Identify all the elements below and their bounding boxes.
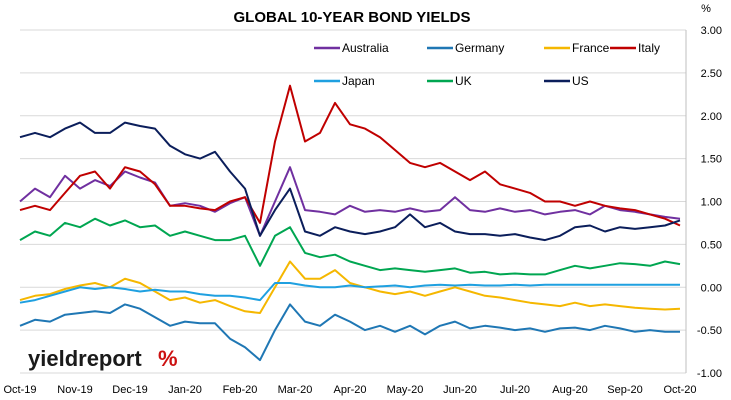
- legend-label-france: France: [572, 41, 610, 55]
- x-tick-label: Feb-20: [223, 384, 258, 396]
- logo-text: yieldreport: [28, 346, 142, 371]
- logo-percent: %: [158, 346, 178, 371]
- x-tick-label: Apr-20: [333, 384, 366, 396]
- x-tick-label: May-20: [387, 384, 424, 396]
- legend-label-italy: Italy: [638, 41, 660, 55]
- legend-label-us: US: [572, 74, 589, 88]
- y-tick-label: -1.00: [697, 368, 722, 380]
- x-tick-label: Aug-20: [552, 384, 587, 396]
- legend-label-australia: Australia: [342, 41, 389, 55]
- legend-label-japan: Japan: [342, 74, 375, 88]
- x-tick-label: Oct-19: [3, 384, 36, 396]
- x-tick-label: Jul-20: [500, 384, 530, 396]
- legend: Australia Germany France Italy Japan UK US: [314, 41, 660, 88]
- x-tick-label: Mar-20: [278, 384, 313, 396]
- series-lines: [19, 84, 681, 362]
- series-line-japan: [19, 282, 680, 304]
- x-tick-label: Oct-20: [663, 384, 696, 396]
- axes: 3.002.502.001.501.000.500.00-0.50-1.00Oc…: [3, 25, 722, 396]
- gridlines: [20, 29, 686, 374]
- legend-label-germany: Germany: [455, 41, 504, 55]
- x-tick-label: Dec-19: [112, 384, 147, 396]
- y-tick-label: 0.50: [701, 239, 722, 251]
- series-line-us: [19, 121, 681, 242]
- series-line-italy: [19, 84, 681, 227]
- y-tick-label: 2.50: [701, 68, 722, 80]
- series-line-australia: [19, 166, 681, 237]
- legend-label-uk: UK: [455, 74, 472, 88]
- y-tick-label: 0.00: [701, 282, 722, 294]
- series-line-uk: [19, 217, 681, 276]
- series-line-france: [19, 260, 681, 314]
- x-tick-label: Nov-19: [57, 384, 92, 396]
- y-tick-label: 3.00: [701, 25, 722, 37]
- x-tick-label: Sep-20: [607, 384, 642, 396]
- x-tick-label: Jan-20: [168, 384, 202, 396]
- y-tick-label: -0.50: [697, 325, 722, 337]
- x-tick-label: Jun-20: [443, 384, 477, 396]
- yieldreport-logo: yieldreport %: [28, 346, 178, 371]
- y-tick-label: 2.00: [701, 111, 722, 123]
- chart-title: GLOBAL 10-YEAR BOND YIELDS: [234, 9, 471, 26]
- y-tick-label: 1.00: [701, 197, 722, 209]
- y-tick-label: 1.50: [701, 154, 722, 166]
- y-axis-unit: %: [701, 3, 711, 15]
- series-line-germany: [19, 303, 680, 362]
